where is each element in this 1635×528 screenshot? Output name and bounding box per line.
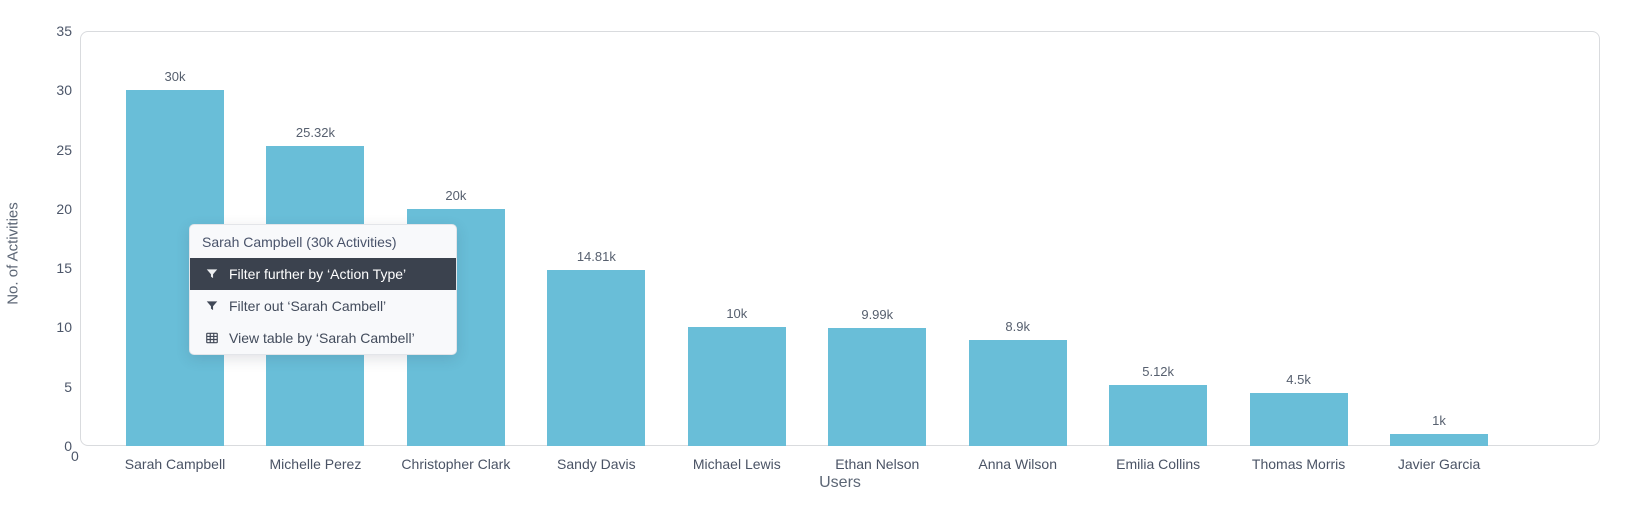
y-tick-label: 20 [56,200,72,217]
bar[interactable] [968,340,1067,446]
x-tick-label: Sandy Davis [557,456,636,472]
bar-value-label: 4.5k [1286,371,1311,387]
bar-value-label: 30k [164,69,186,85]
y-axis-title: No. of Activities [4,202,22,305]
context-menu-title: Sarah Campbell (30k Activities) [202,234,397,250]
context-menu-item-label: View table by ‘Sarah Cambell’ [229,330,415,346]
bar-value-label: 9.99k [861,306,894,322]
bar[interactable] [1109,385,1208,446]
bar-value-label: 10k [726,306,748,322]
x-axis-title: Users [819,474,861,491]
x-origin-label: 0 [71,448,79,464]
x-tick-label: Sarah Campbell [124,456,226,472]
x-tick-label: Javier Garcia [1397,456,1481,472]
context-menu-item-label: Filter out ‘Sarah Cambell’ [229,298,387,314]
x-tick-label: Thomas Morris [1251,456,1346,472]
bar[interactable] [687,327,786,446]
x-tick-label: Michael Lewis [692,456,781,472]
bar[interactable] [1249,392,1348,446]
y-tick-label: 30 [56,82,72,99]
table-icon [204,331,219,346]
bar-value-label: 20k [445,187,467,203]
context-menu: Sarah Campbell (30k Activities) Filter f… [189,224,457,355]
context-menu-items: Filter further by ‘Action Type’ Filter ou… [190,258,456,354]
y-tick-label: 5 [64,378,72,395]
context-menu-item[interactable]: Filter further by ‘Action Type’ [190,258,456,290]
bar[interactable] [547,270,646,446]
context-menu-item[interactable]: View table by ‘Sarah Cambell’ [190,322,456,354]
bar[interactable] [1390,434,1489,446]
y-tick-label: 25 [56,141,72,158]
x-tick-label: Ethan Nelson [835,456,920,472]
x-tick-label: Anna Wilson [978,456,1057,472]
x-tick-label: Christopher Clark [401,456,511,472]
bar-value-label: 5.12k [1142,364,1175,380]
bar[interactable] [828,327,927,446]
bar-value-label: 14.81k [576,249,616,265]
y-tick-label: 35 [56,23,72,39]
bar-value-label: 25.32k [295,124,335,140]
y-tick-label: 15 [56,260,72,277]
x-tick-label: Emilia Collins [1116,456,1201,472]
bar-value-label: 8.9k [1005,319,1030,335]
context-menu-item-label: Filter further by ‘Action Type’ [229,266,407,282]
x-tick-label: Michelle Perez [269,456,362,472]
bar-value-label: 1k [1432,413,1446,429]
filter-icon [204,267,219,282]
context-menu-item[interactable]: Filter out ‘Sarah Cambell’ [190,290,456,322]
y-tick-label: 10 [56,319,72,336]
y-tick-label: 0 [64,438,72,454]
filter-icon [204,299,219,314]
